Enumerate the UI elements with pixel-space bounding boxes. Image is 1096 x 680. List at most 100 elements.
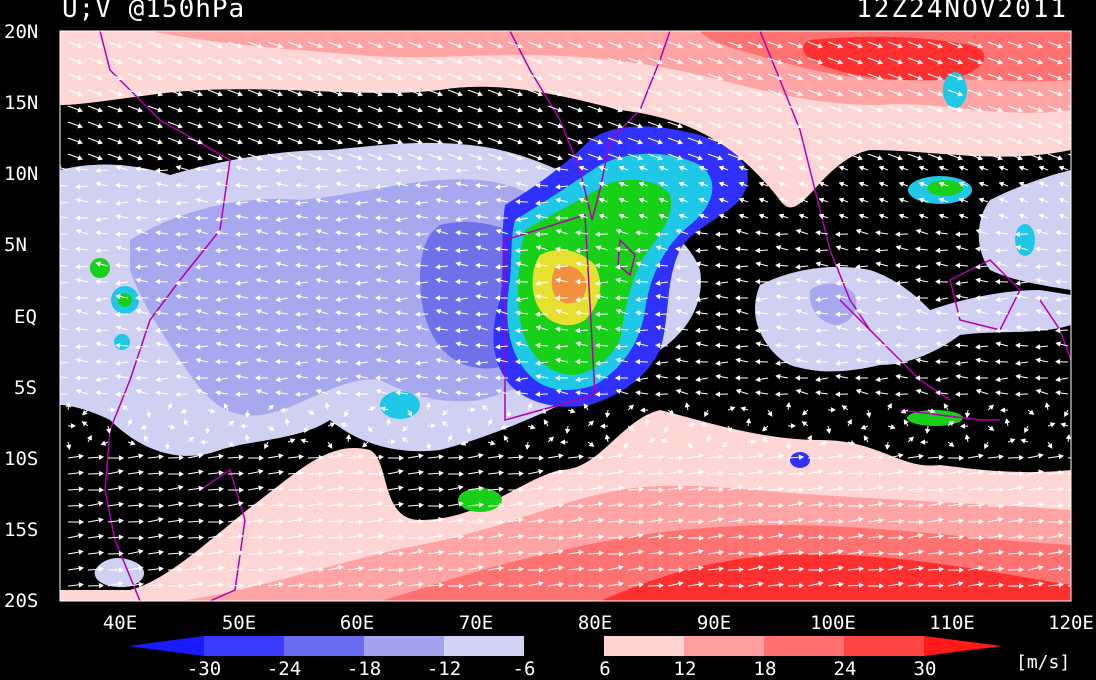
wind-vector-head xyxy=(134,295,141,301)
wind-vector-head xyxy=(754,327,761,334)
wind-vector-head xyxy=(97,59,104,65)
wind-vector-head xyxy=(615,357,621,364)
wind-vector-head xyxy=(557,91,564,97)
wind-vector-head xyxy=(854,295,861,301)
wind-vector-head xyxy=(678,455,685,461)
wind-vector-head xyxy=(138,535,145,541)
wind-vector xyxy=(1067,473,1071,475)
wind-vector-head xyxy=(998,470,1005,476)
wind-vector-head xyxy=(415,280,421,286)
wind-vector-head xyxy=(637,43,644,49)
wind-vector-head xyxy=(277,75,284,81)
wind-vector-head xyxy=(677,75,684,81)
wind-vector-head xyxy=(757,123,764,129)
wind-vector-head xyxy=(477,75,484,81)
wind-vector-head xyxy=(195,228,202,235)
lon-label: 110E xyxy=(929,612,975,634)
wind-vector-head xyxy=(335,181,341,187)
wind-vector-head xyxy=(78,533,84,539)
colorbar-unit: [m/s] xyxy=(1016,652,1071,673)
wind-vector-head xyxy=(278,486,284,492)
wind-vector-head xyxy=(838,197,845,203)
wind-vector-head xyxy=(1055,230,1061,236)
wind-vector-head xyxy=(1037,107,1044,113)
wind-vector-head xyxy=(415,373,421,380)
wind-vector-head xyxy=(917,91,924,97)
wind-vector-head xyxy=(997,91,1004,97)
wind-vector-head xyxy=(166,402,172,409)
wind-vector-head xyxy=(555,277,561,284)
wind-vector-head xyxy=(398,518,404,524)
wind-vector-head xyxy=(914,375,921,381)
wind-vector-head xyxy=(257,155,264,161)
wind-vector-head xyxy=(1038,181,1045,187)
wind-vector-head xyxy=(538,518,544,524)
wind-vector-head xyxy=(398,581,404,587)
wind-vector-head xyxy=(415,293,421,300)
wind-vector-head xyxy=(1057,155,1064,161)
wind-vector-head xyxy=(675,308,682,315)
wind-vector-head xyxy=(675,326,681,332)
wind-vector-head xyxy=(557,107,564,113)
wind-vector-head xyxy=(214,278,221,285)
wind-vector-head xyxy=(794,375,801,381)
wind-vector-head xyxy=(614,295,621,301)
wind-vector-head xyxy=(437,91,444,97)
wind-vector-head xyxy=(234,182,241,189)
wind-vector-head xyxy=(858,566,864,572)
wind-vector-head xyxy=(275,216,281,223)
wind-vector-head xyxy=(618,485,624,492)
wind-vector-head xyxy=(358,582,364,588)
wind-vector-head xyxy=(658,501,664,507)
wind-vector-head xyxy=(177,139,184,145)
wind-vector-head xyxy=(995,296,1001,303)
wind-vector-head xyxy=(1058,181,1065,187)
wind-vector-head xyxy=(1014,311,1021,318)
wind-vector-head xyxy=(595,280,601,286)
wind-vector-head xyxy=(895,360,901,366)
wind-vector-head xyxy=(575,341,581,347)
wind-vector-head xyxy=(438,454,444,460)
wind-vector-head xyxy=(417,107,424,113)
wind-vector-head xyxy=(375,344,381,350)
wind-vector-head xyxy=(958,485,964,491)
wind-vector-head xyxy=(158,517,164,523)
wind-vector-head xyxy=(740,406,747,412)
wind-vector-head xyxy=(75,264,81,270)
wind-vector-head xyxy=(495,264,501,270)
wind-vector-head xyxy=(818,501,824,508)
wind-vector-head xyxy=(638,165,645,171)
wind-vector-head xyxy=(649,438,656,444)
wind-vector-head xyxy=(558,581,564,588)
wind-vector-head xyxy=(415,360,421,366)
wind-vector-head xyxy=(535,325,542,331)
wind-vector-head xyxy=(255,197,261,204)
wind-vector-head xyxy=(938,501,944,507)
wind-vector-head xyxy=(815,261,821,267)
wind-vector-head xyxy=(798,487,805,493)
lat-label: 20S xyxy=(4,590,39,612)
wind-vector-head xyxy=(397,139,404,145)
wind-vector-head xyxy=(357,155,364,161)
wind-vector-head xyxy=(837,43,844,49)
wind-vector-head xyxy=(458,517,464,524)
convection-cell-east-1-core xyxy=(927,180,963,196)
wind-vector-head xyxy=(97,123,104,129)
wind-vector-head xyxy=(217,91,224,97)
wind-vector-head xyxy=(978,502,985,508)
wind-vector-head xyxy=(898,581,904,587)
wind-vector-head xyxy=(315,246,321,252)
wind-vector-head xyxy=(137,139,144,145)
wind-vector-head xyxy=(658,470,665,477)
wind-vector-head xyxy=(774,262,781,269)
wind-vector-head xyxy=(537,43,544,49)
wind-vector-head xyxy=(275,390,281,396)
wind-vector-head xyxy=(1014,231,1021,238)
wind-vector-head xyxy=(957,123,964,129)
wind-vector-head xyxy=(437,75,444,81)
wind-vector-head xyxy=(737,107,744,113)
wind-vector-head xyxy=(838,502,845,508)
wind-vector-head xyxy=(78,486,85,492)
wind-vector-head xyxy=(135,277,141,284)
wind-vector-head xyxy=(998,517,1004,523)
